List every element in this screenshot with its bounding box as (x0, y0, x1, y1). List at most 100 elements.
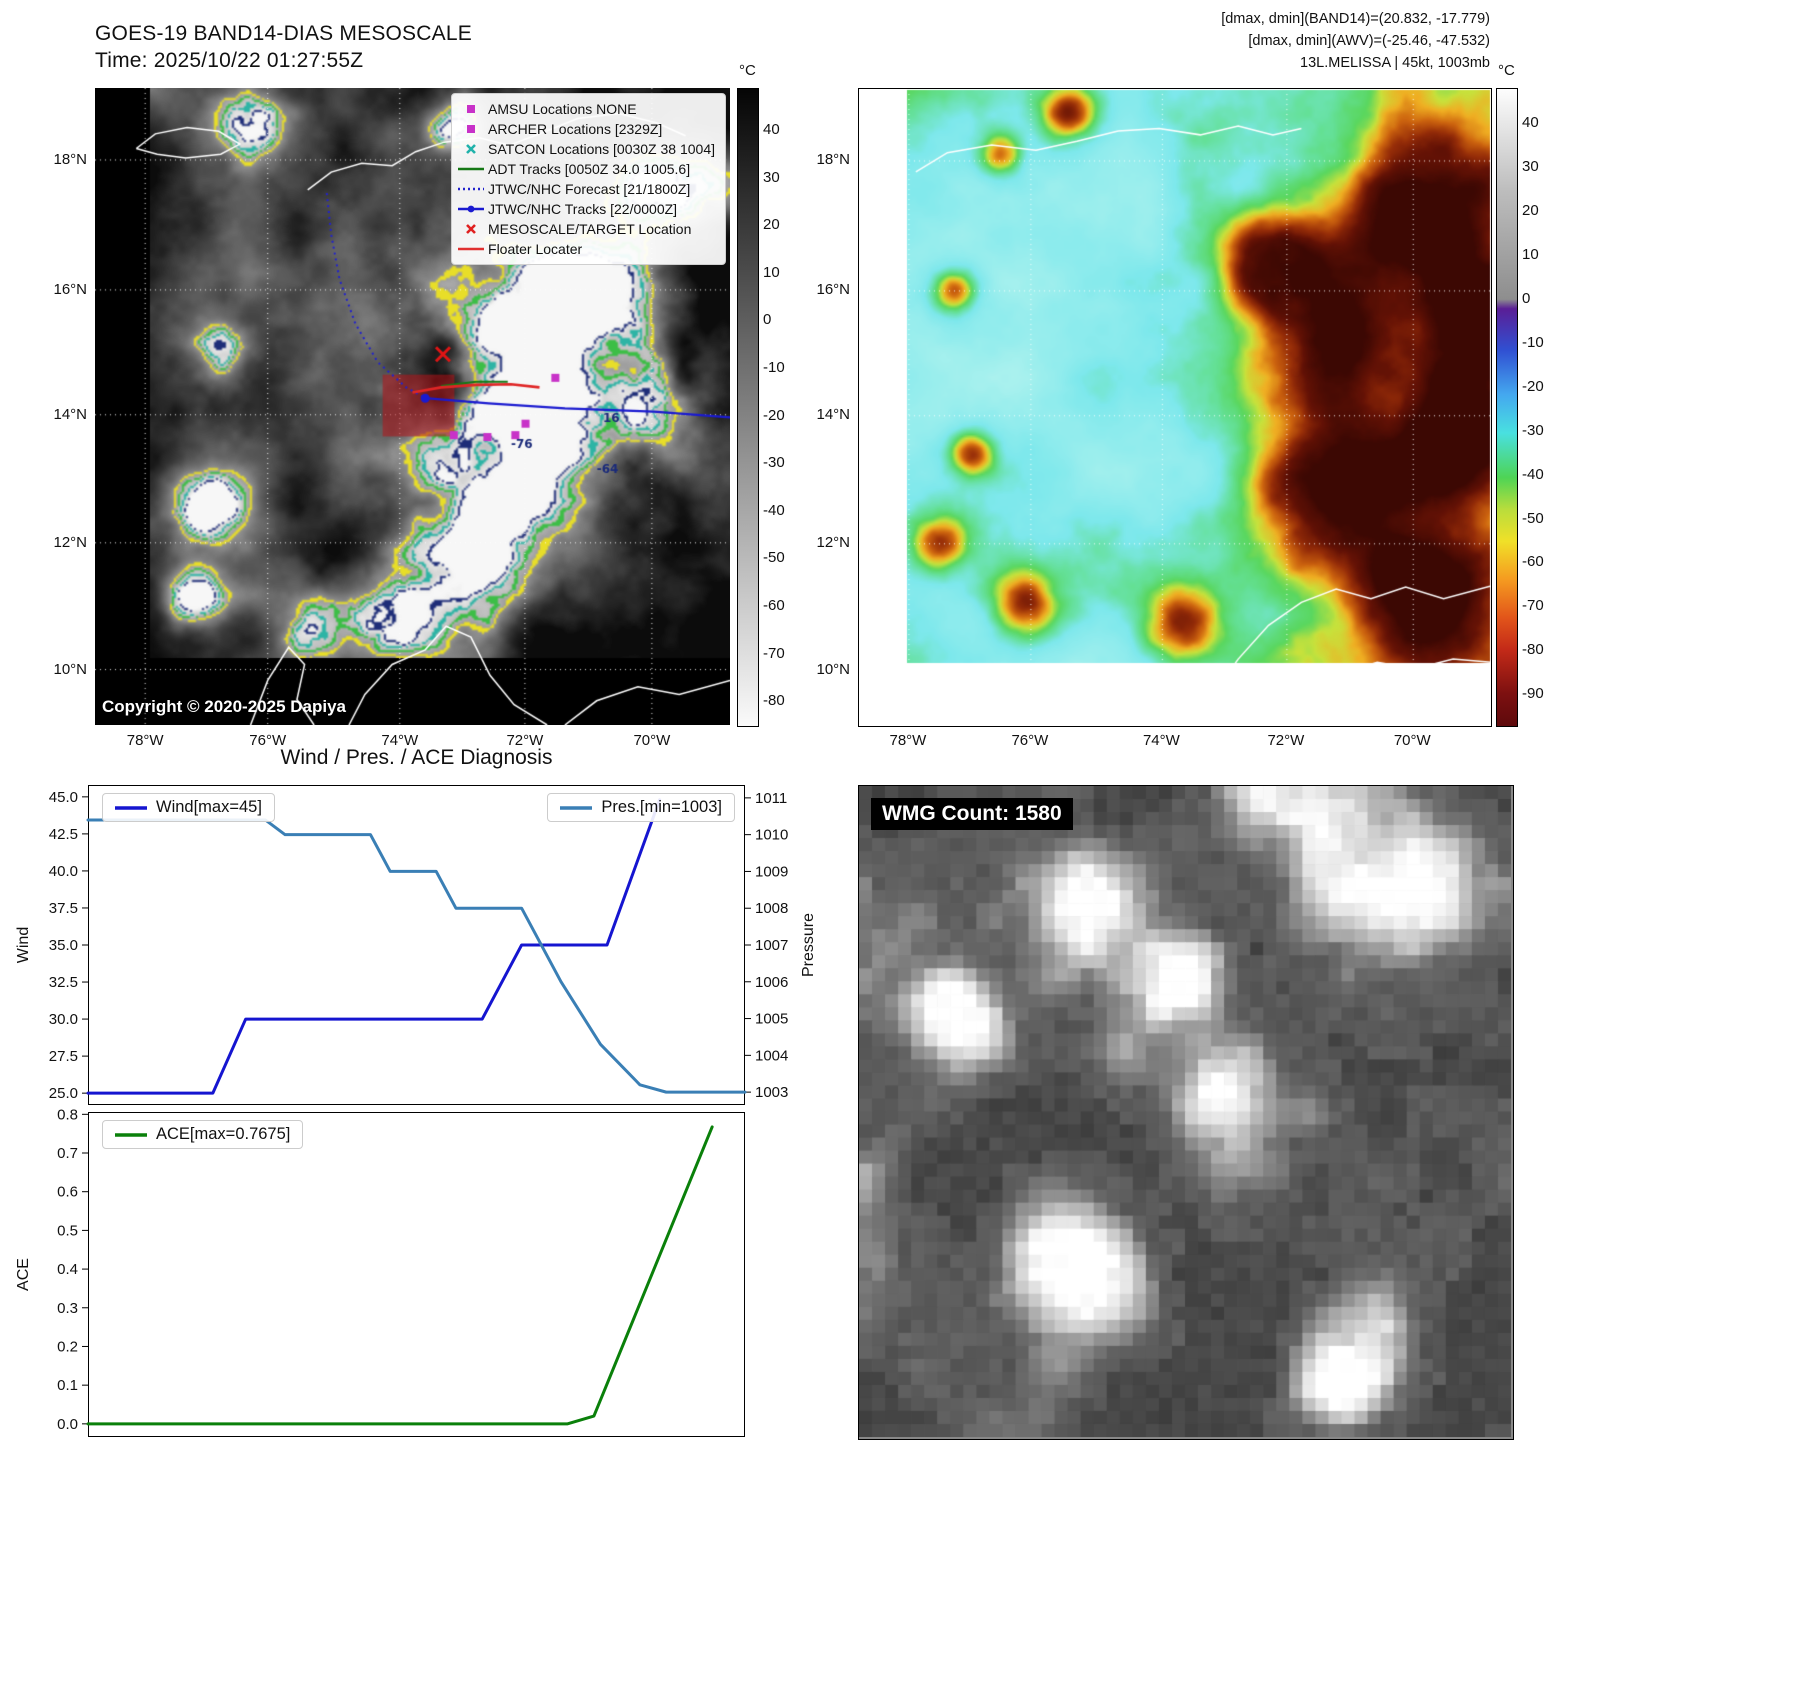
band14-lon-tick-label: 72°W (506, 732, 544, 749)
band14-colorbar-tick-label: -30 (763, 454, 785, 472)
awv-colorbar-tick-label: -60 (1522, 553, 1544, 571)
awv-satellite-image (859, 89, 1491, 726)
line-dot-icon (467, 205, 475, 213)
svg-text:1010: 1010 (755, 827, 788, 844)
legend-item-label: JTWC/NHC Tracks [22/0000Z] (488, 201, 678, 217)
legend-item: SATCON Locations [0030Z 38 1004] (456, 139, 715, 159)
svg-text:37.5: 37.5 (49, 900, 78, 917)
band14-colorbar-tick-label: -50 (763, 549, 785, 567)
awv-colorbar-tick-label: -80 (1522, 641, 1544, 659)
svg-text:0.3: 0.3 (57, 1300, 78, 1317)
awv-colorbar-tick-label: 30 (1522, 158, 1539, 176)
awv-lon-tick-label: 76°W (1011, 732, 1049, 749)
band14-colorbar-tick-label: 30 (763, 168, 780, 186)
awv-colorbar-tick-label: -10 (1522, 333, 1544, 351)
chart-legend-left: ACE[max=0.7675] (102, 1120, 304, 1149)
awv-lon-tick-label: 74°W (1142, 732, 1180, 749)
awv-colorbar-tick-label: 10 (1522, 245, 1539, 263)
legend-item: JTWC/NHC Tracks [22/0000Z] (456, 199, 715, 219)
svg-text:45.0: 45.0 (49, 789, 78, 806)
chart-legend-label: Pres.[min=1003] (601, 798, 722, 816)
awv-colorbar-tick-label: -30 (1522, 421, 1544, 439)
svg-text:Pressure: Pressure (800, 913, 817, 977)
awv-header: [dmax, dmin](BAND14)=(20.832, -17.779) [… (900, 8, 1490, 74)
svg-text:1007: 1007 (755, 937, 788, 954)
band14-legend: AMSU Locations NONE ARCHER Locations [232… (451, 93, 726, 265)
awv-storm-info: 13L.MELISSA | 45kt, 1003mb (1300, 55, 1490, 71)
legend-item: ARCHER Locations [2329Z] (456, 119, 715, 139)
svg-text:0.8: 0.8 (57, 1106, 78, 1123)
wmg-panel: WMG Count: 1580 (858, 785, 1514, 1440)
svg-text:1003: 1003 (755, 1084, 788, 1101)
x-marker-icon (466, 144, 476, 154)
band14-lon-tick-label: 74°W (381, 732, 419, 749)
awv-lat-tick-label: 16°N (816, 280, 850, 298)
svg-text:0.0: 0.0 (57, 1416, 78, 1433)
legend-item: Floater Locater (456, 239, 715, 259)
wind-pressure-plot: 45.0 42.5 40.0 37.5 35.0 32.5 30.0 27.5 25.0 Wind… (15, 785, 817, 1105)
awv-lat-tick-label: 14°N (816, 405, 850, 423)
chart-legend-left: Wind[max=45] (102, 793, 275, 822)
awv-colorbar-tick-label: -90 (1522, 685, 1544, 703)
awv-dmax-band14-line: [dmax, dmin](BAND14)=(20.832, -17.779) (1221, 11, 1490, 27)
legend-item-label: SATCON Locations [0030Z 38 1004] (488, 141, 715, 157)
band14-colorbar-tick-label: -80 (763, 692, 785, 710)
svg-text:42.5: 42.5 (49, 826, 78, 843)
awv-lon-tick-label: 78°W (889, 732, 927, 749)
svg-text:30.0: 30.0 (49, 1011, 78, 1028)
band14-lat-tick-label: 14°N (53, 405, 87, 423)
band14-colorbar-tick-label: -60 (763, 596, 785, 614)
band14-colorbar-tick-label: -40 (763, 501, 785, 519)
awv-colorbar-tick-label: -40 (1522, 465, 1544, 483)
band14-lon-tick-label: 78°W (126, 732, 164, 749)
legend-item: AMSU Locations NONE (456, 99, 715, 119)
band14-colorbar-tick-label: -10 (763, 358, 785, 376)
svg-text:0.2: 0.2 (57, 1338, 78, 1355)
svg-text:1005: 1005 (755, 1011, 788, 1028)
svg-text:27.5: 27.5 (49, 1048, 78, 1065)
wmg-image (859, 786, 1511, 1437)
svg-text:1009: 1009 (755, 863, 788, 880)
legend-item: MESOSCALE/TARGET Location (456, 219, 715, 239)
chart-legend-label: ACE[max=0.7675] (156, 1125, 291, 1143)
svg-text:32.5: 32.5 (49, 974, 78, 991)
band14-lat-tick-label: 12°N (53, 533, 87, 551)
svg-text:1008: 1008 (755, 900, 788, 917)
legend-item-label: ARCHER Locations [2329Z] (488, 121, 663, 137)
band14-lat-tick-label: 10°N (53, 660, 87, 678)
svg-text:25.0: 25.0 (49, 1085, 78, 1102)
svg-text:0.7: 0.7 (57, 1145, 78, 1162)
legend-item-label: Floater Locater (488, 241, 583, 257)
svg-text:0.5: 0.5 (57, 1222, 78, 1239)
svg-text:40.0: 40.0 (49, 863, 78, 880)
band14-colorbar-tick-label: 10 (763, 263, 780, 281)
legend-item-label: AMSU Locations NONE (488, 101, 637, 117)
square-marker-icon (467, 105, 476, 113)
band14-lat-tick-label: 18°N (53, 150, 87, 168)
ace-chart: 0.8 0.7 0.6 0.5 0.4 0.3 0.2 0.1 0.0 ACE ACE[max=0… (15, 1106, 745, 1437)
band14-colorbar-tick-label: -20 (763, 406, 785, 424)
awv-lat-tick-label: 10°N (816, 660, 850, 678)
band14-colorbar-unit: °C (739, 62, 756, 79)
awv-colorbar-tick-label: -70 (1522, 597, 1544, 615)
legend-item: ADT Tracks [0050Z 34.0 1005.6] (456, 159, 715, 179)
awv-colorbar (1496, 88, 1518, 727)
svg-text:0.4: 0.4 (57, 1261, 78, 1278)
awv-lat-tick-label: 18°N (816, 150, 850, 168)
awv-map (858, 88, 1492, 727)
band14-colorbar-tick-label: 40 (763, 120, 780, 138)
svg-text:1006: 1006 (755, 974, 788, 991)
awv-colorbar-tick-label: 40 (1522, 114, 1539, 132)
copyright-watermark: Copyright © 2020-2025 Dapiya (102, 697, 347, 716)
band14-colorbar-tick-label: -70 (763, 644, 785, 662)
svg-text:Wind: Wind (15, 927, 32, 963)
wind-pressure-chart: 45.0 42.5 40.0 37.5 35.0 32.5 30.0 27.5 25.0 Wind… (15, 785, 817, 1105)
awv-colorbar-tick-label: -20 (1522, 377, 1544, 395)
legend-item-label: MESOSCALE/TARGET Location (488, 221, 692, 237)
band14-time: Time: 2025/10/22 01:27:55Z (95, 49, 364, 72)
legend-item-label: JTWC/NHC Forecast [21/1800Z] (488, 181, 691, 197)
svg-text:1011: 1011 (755, 790, 787, 807)
band14-lon-tick-label: 76°W (249, 732, 287, 749)
awv-colorbar-tick-label: 0 (1522, 289, 1531, 307)
awv-colorbar-unit: °C (1498, 62, 1515, 79)
